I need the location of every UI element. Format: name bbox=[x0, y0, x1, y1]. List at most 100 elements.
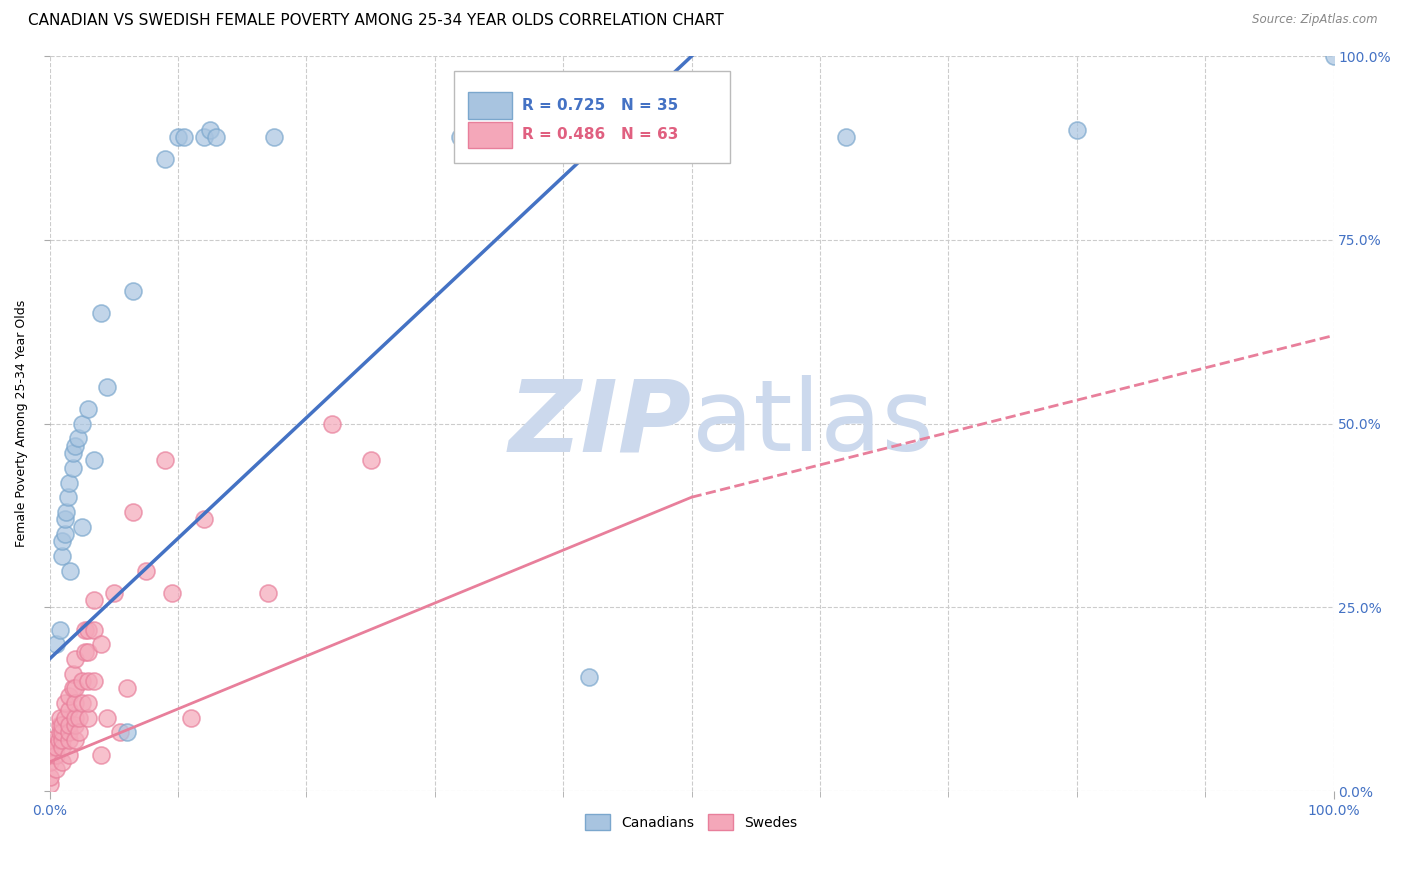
Point bbox=[115, 681, 138, 696]
Point bbox=[578, 670, 600, 684]
Point bbox=[63, 681, 86, 696]
Point bbox=[67, 725, 90, 739]
Point bbox=[53, 711, 76, 725]
Point bbox=[53, 696, 76, 710]
Point bbox=[51, 740, 73, 755]
Y-axis label: Female Poverty Among 25-34 Year Olds: Female Poverty Among 25-34 Year Olds bbox=[15, 300, 28, 548]
FancyBboxPatch shape bbox=[468, 121, 512, 148]
Point bbox=[90, 637, 112, 651]
Point bbox=[62, 681, 84, 696]
Text: ZIP: ZIP bbox=[509, 376, 692, 472]
Point bbox=[45, 637, 67, 651]
Point bbox=[83, 673, 105, 688]
Point bbox=[77, 673, 100, 688]
Point bbox=[77, 644, 100, 658]
Point bbox=[70, 696, 93, 710]
Text: Source: ZipAtlas.com: Source: ZipAtlas.com bbox=[1253, 13, 1378, 27]
Point bbox=[70, 417, 93, 431]
Point bbox=[449, 130, 471, 145]
Point bbox=[115, 725, 138, 739]
Point bbox=[49, 718, 72, 732]
Point bbox=[668, 130, 690, 145]
Point bbox=[51, 725, 73, 739]
Point bbox=[70, 519, 93, 533]
Point bbox=[193, 130, 215, 145]
Point bbox=[45, 740, 67, 755]
Text: atlas: atlas bbox=[692, 376, 934, 472]
Point bbox=[62, 446, 84, 460]
Point bbox=[360, 453, 382, 467]
Point bbox=[83, 453, 105, 467]
Point bbox=[66, 432, 89, 446]
Point bbox=[263, 130, 285, 145]
Point bbox=[58, 475, 80, 490]
Point bbox=[77, 623, 100, 637]
Point bbox=[51, 732, 73, 747]
Point bbox=[153, 453, 176, 467]
Point bbox=[77, 711, 100, 725]
Point bbox=[63, 696, 86, 710]
FancyBboxPatch shape bbox=[468, 92, 512, 119]
Point bbox=[77, 402, 100, 417]
Point bbox=[1322, 49, 1344, 63]
Point bbox=[67, 711, 90, 725]
Point bbox=[256, 586, 278, 600]
Text: R = 0.486   N = 63: R = 0.486 N = 63 bbox=[522, 128, 679, 143]
Point bbox=[63, 732, 86, 747]
Point bbox=[48, 732, 70, 747]
Point bbox=[205, 130, 228, 145]
Point bbox=[77, 696, 100, 710]
Point bbox=[56, 490, 79, 504]
Point bbox=[38, 747, 60, 762]
Point bbox=[58, 732, 80, 747]
Point bbox=[63, 652, 86, 666]
Point bbox=[173, 130, 195, 145]
Point bbox=[153, 152, 176, 166]
Point bbox=[53, 527, 76, 541]
Point bbox=[90, 306, 112, 320]
Point bbox=[58, 747, 80, 762]
Point bbox=[90, 747, 112, 762]
Point bbox=[45, 747, 67, 762]
Point bbox=[63, 439, 86, 453]
Point bbox=[122, 285, 145, 299]
Point bbox=[122, 505, 145, 519]
Point bbox=[58, 703, 80, 717]
Text: R = 0.725   N = 35: R = 0.725 N = 35 bbox=[522, 98, 678, 113]
Point bbox=[834, 130, 856, 145]
Point bbox=[75, 644, 97, 658]
Point bbox=[70, 673, 93, 688]
Point bbox=[63, 718, 86, 732]
FancyBboxPatch shape bbox=[454, 70, 730, 162]
Point bbox=[62, 666, 84, 681]
Point bbox=[49, 711, 72, 725]
Point bbox=[103, 586, 125, 600]
Point bbox=[38, 770, 60, 784]
Point bbox=[96, 380, 118, 394]
Point bbox=[58, 718, 80, 732]
Point bbox=[83, 593, 105, 607]
Point bbox=[83, 623, 105, 637]
Point bbox=[51, 549, 73, 563]
Point bbox=[62, 460, 84, 475]
Legend: Canadians, Swedes: Canadians, Swedes bbox=[579, 809, 803, 836]
Point bbox=[75, 623, 97, 637]
Point bbox=[53, 512, 76, 526]
Point bbox=[321, 417, 343, 431]
Point bbox=[160, 586, 183, 600]
Point bbox=[96, 711, 118, 725]
Point bbox=[198, 122, 221, 136]
Point bbox=[1066, 122, 1088, 136]
Point bbox=[58, 689, 80, 703]
Point bbox=[135, 564, 157, 578]
Point bbox=[51, 534, 73, 549]
Point bbox=[45, 762, 67, 776]
Point bbox=[59, 564, 82, 578]
Point bbox=[49, 725, 72, 739]
Point bbox=[38, 777, 60, 791]
Point bbox=[167, 130, 190, 145]
Point bbox=[38, 740, 60, 755]
Point bbox=[63, 711, 86, 725]
Text: CANADIAN VS SWEDISH FEMALE POVERTY AMONG 25-34 YEAR OLDS CORRELATION CHART: CANADIAN VS SWEDISH FEMALE POVERTY AMONG… bbox=[28, 13, 724, 29]
Point bbox=[55, 505, 77, 519]
